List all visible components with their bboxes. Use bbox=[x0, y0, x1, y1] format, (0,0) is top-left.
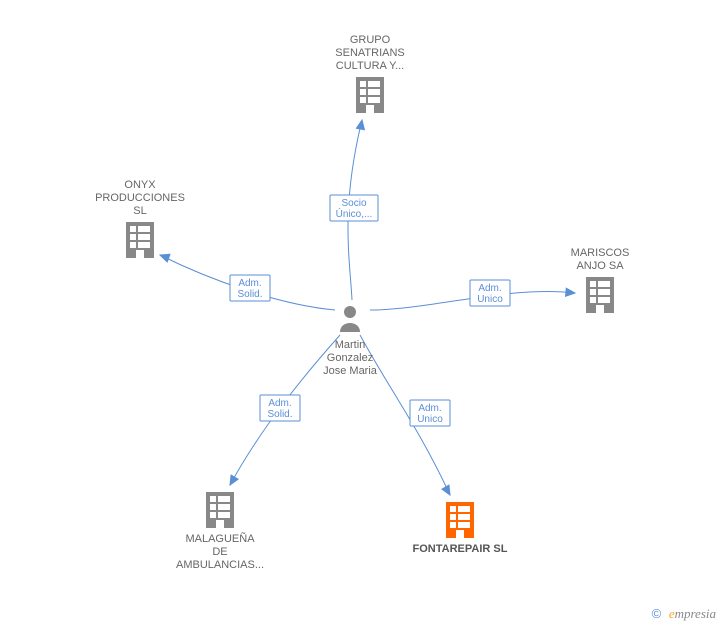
relationship-diagram: SocioÚnico,...Adm.UnicoAdm.UnicoAdm.Soli… bbox=[0, 0, 728, 630]
building-icon bbox=[356, 77, 384, 113]
edge-label-text: Solid. bbox=[267, 409, 292, 420]
node-label: CULTURA Y... bbox=[336, 60, 404, 72]
node-label: GRUPO bbox=[350, 34, 391, 46]
building-icon bbox=[586, 277, 614, 313]
edge-label-text: Unico bbox=[477, 294, 503, 305]
attribution: © empresia bbox=[652, 606, 716, 622]
edge-label-text: Unico bbox=[417, 414, 443, 425]
node-label: Jose Maria bbox=[323, 365, 378, 377]
brand-rest: mpresia bbox=[675, 606, 716, 621]
edge-label-text: Adm. bbox=[238, 278, 261, 289]
copyright-symbol: © bbox=[652, 606, 662, 621]
company-node[interactable]: FONTAREPAIR SL bbox=[413, 502, 508, 555]
node-label: FONTAREPAIR SL bbox=[413, 543, 508, 555]
node-label: MARISCOS bbox=[571, 247, 630, 259]
node-label: SENATRIANS bbox=[335, 47, 404, 59]
node-label: SL bbox=[133, 205, 146, 217]
edge-label-text: Socio bbox=[341, 198, 366, 209]
node-label: ONYX bbox=[124, 179, 156, 191]
company-node[interactable]: GRUPOSENATRIANSCULTURA Y... bbox=[335, 34, 404, 113]
person-node[interactable]: MartinGonzalezJose Maria bbox=[323, 306, 378, 377]
node-label: MALAGUEÑA bbox=[185, 532, 255, 545]
building-icon bbox=[206, 492, 234, 528]
edge-label-text: Solid. bbox=[237, 289, 262, 300]
node-label: Gonzalez bbox=[327, 352, 373, 364]
company-node[interactable]: MALAGUEÑADEAMBULANCIAS... bbox=[176, 492, 264, 571]
edge-label-text: Adm. bbox=[478, 283, 501, 294]
node-label: AMBULANCIAS... bbox=[176, 559, 264, 571]
building-icon bbox=[446, 502, 474, 538]
building-icon bbox=[126, 222, 154, 258]
edge-label-text: Adm. bbox=[418, 403, 441, 414]
edge-label-text: Adm. bbox=[268, 398, 291, 409]
person-icon bbox=[340, 306, 360, 332]
node-label: Martin bbox=[335, 339, 366, 351]
edge-label-text: Único,... bbox=[336, 207, 373, 220]
node-label: PRODUCCIONES bbox=[95, 192, 185, 204]
node-label: DE bbox=[212, 546, 227, 558]
node-label: ANJO SA bbox=[576, 260, 624, 272]
company-node[interactable]: MARISCOSANJO SA bbox=[571, 247, 630, 313]
company-node[interactable]: ONYXPRODUCCIONESSL bbox=[95, 179, 185, 258]
